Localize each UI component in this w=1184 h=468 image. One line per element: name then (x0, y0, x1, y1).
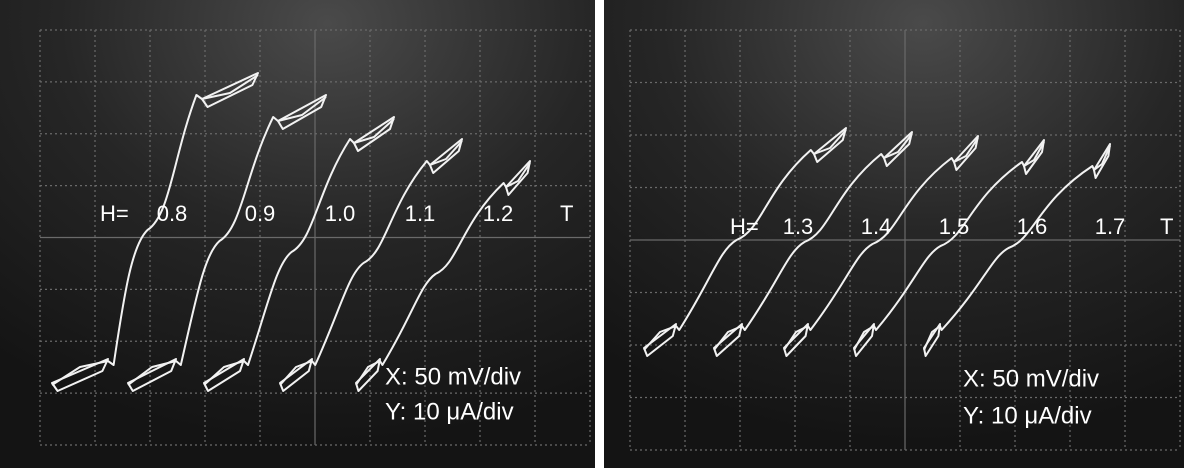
field-value: 1.0 (325, 201, 356, 226)
oscilloscope-photos: H= 0.8 0.9 1.0 1.1 1.2 T X: 50 mV/div Y: 10 μA/d… (0, 0, 1184, 468)
field-value: 1.2 (483, 201, 514, 226)
y-scale: Y: 10 μA/div (385, 398, 514, 425)
field-value: 1.6 (1017, 214, 1048, 239)
field-prefix: H= (730, 214, 759, 239)
field-value: 0.8 (157, 201, 188, 226)
y-scale: Y: 10 μA/div (963, 402, 1092, 429)
x-scale: X: 50 mV/div (385, 363, 521, 390)
field-value: 1.4 (861, 214, 892, 239)
field-value: 1.5 (939, 214, 970, 239)
unit: T (1160, 214, 1173, 239)
field-prefix: H= (100, 201, 129, 226)
x-scale: X: 50 mV/div (963, 365, 1099, 392)
field-value: 0.9 (245, 201, 276, 226)
field-value: 1.1 (405, 201, 436, 226)
field-value: 1.3 (783, 214, 814, 239)
field-value: 1.7 (1095, 214, 1126, 239)
unit: T (560, 201, 573, 226)
